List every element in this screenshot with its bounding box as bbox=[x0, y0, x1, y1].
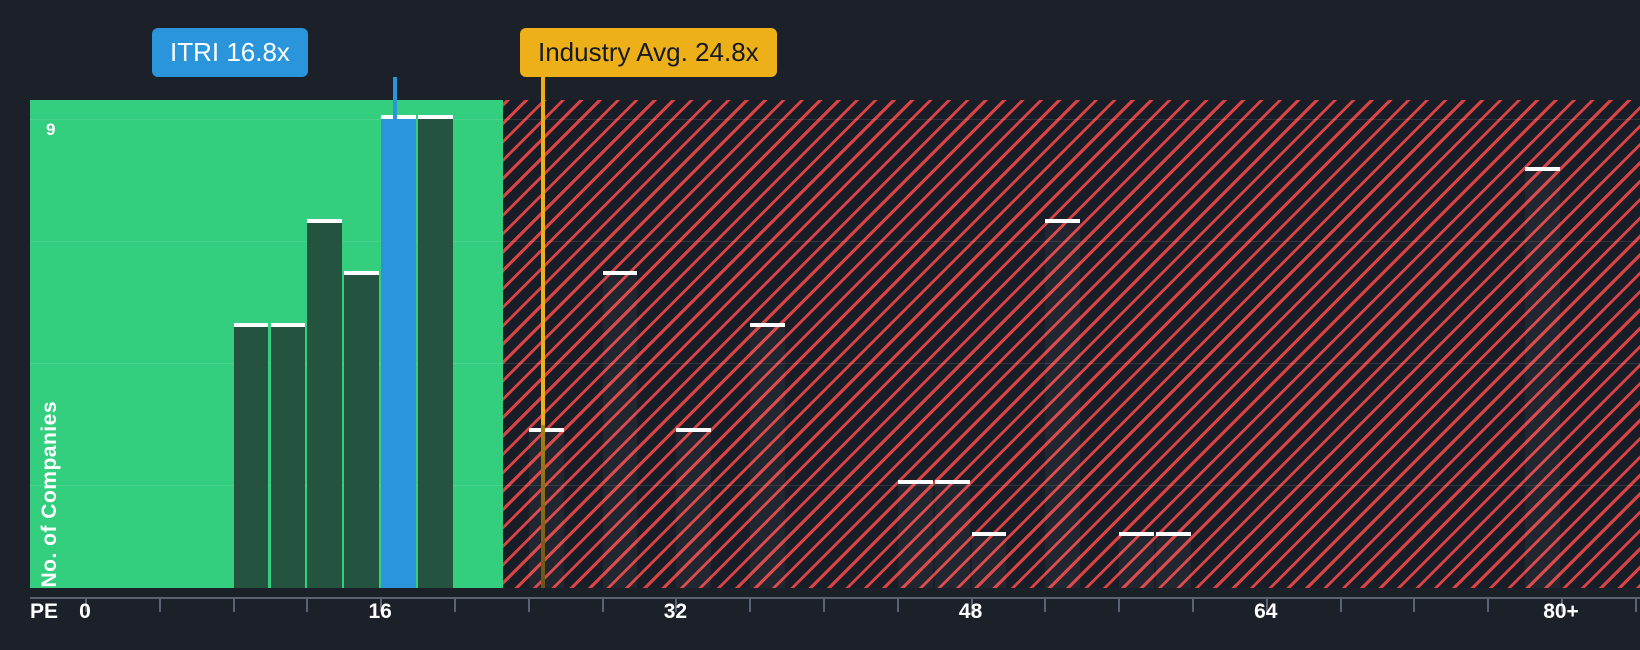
bar-cap bbox=[233, 323, 269, 328]
histogram-bar[interactable] bbox=[344, 271, 380, 588]
histogram-bar[interactable] bbox=[1119, 531, 1155, 588]
bar-cap bbox=[1119, 531, 1155, 536]
bar-cap bbox=[602, 271, 638, 276]
bar-cap bbox=[270, 323, 306, 328]
x-axis-tick-label: 16 bbox=[368, 600, 392, 623]
histogram-bar[interactable] bbox=[750, 323, 786, 588]
x-axis-tick bbox=[1339, 599, 1342, 612]
x-axis-tick-label: 64 bbox=[1254, 600, 1278, 623]
histogram-bar[interactable] bbox=[1525, 167, 1560, 588]
industry-avg-callout[interactable]: Industry Avg. 24.8x bbox=[520, 28, 777, 77]
x-axis-tick bbox=[454, 599, 456, 612]
bar-cap bbox=[676, 427, 712, 432]
bar-cap bbox=[1525, 167, 1560, 172]
x-axis-tick bbox=[85, 599, 87, 612]
x-axis-tick bbox=[1192, 599, 1194, 612]
x-axis-tick bbox=[380, 599, 383, 612]
bar-cap bbox=[1156, 531, 1191, 536]
x-axis-tick-label: 48 bbox=[958, 600, 983, 623]
bar-cap bbox=[750, 323, 786, 328]
x-axis-tick-label: 0 bbox=[79, 600, 91, 623]
bar-cap bbox=[897, 479, 933, 484]
x-axis-tick bbox=[601, 599, 604, 612]
x-axis-tick bbox=[749, 599, 752, 612]
x-axis-tick-label: 80+ bbox=[1543, 600, 1579, 623]
bar-cap bbox=[344, 271, 380, 276]
x-axis-tick bbox=[527, 599, 530, 612]
y-axis-max-label: 9 bbox=[46, 120, 56, 139]
bar-cap bbox=[971, 531, 1007, 536]
gridline bbox=[30, 119, 1640, 120]
histogram-bar[interactable] bbox=[528, 427, 564, 588]
x-axis-tick bbox=[1265, 599, 1268, 612]
x-axis-tick bbox=[1118, 599, 1121, 612]
x-axis-unit-label: PE bbox=[30, 600, 59, 623]
industry-avg-stem-lower bbox=[540, 425, 545, 588]
x-axis-tick bbox=[1561, 599, 1563, 612]
x-axis-tick bbox=[896, 599, 899, 612]
histogram-bar[interactable] bbox=[418, 115, 453, 588]
x-axis-tick-label: 32 bbox=[663, 600, 688, 623]
histogram-bar[interactable] bbox=[971, 531, 1007, 588]
x-axis-line bbox=[30, 597, 1640, 599]
histogram-bar[interactable] bbox=[233, 323, 269, 588]
x-axis-tick bbox=[970, 599, 973, 612]
bar-cap bbox=[934, 479, 970, 484]
bar-cap bbox=[307, 219, 343, 224]
x-axis-tick bbox=[306, 599, 309, 612]
x-axis-tick bbox=[675, 599, 678, 612]
histogram-bar[interactable] bbox=[1045, 219, 1081, 588]
histogram-bar[interactable] bbox=[1156, 531, 1191, 588]
histogram-bar[interactable] bbox=[934, 479, 970, 588]
x-axis-tick bbox=[232, 599, 235, 612]
bar-cap bbox=[528, 427, 564, 432]
itri-marker-stem bbox=[392, 77, 397, 122]
gridline bbox=[30, 241, 1640, 242]
histogram-bar[interactable] bbox=[270, 323, 306, 588]
x-axis-tick bbox=[1413, 599, 1416, 612]
x-axis-tick bbox=[158, 599, 161, 612]
industry-avg-stem bbox=[540, 77, 545, 588]
bar-cap bbox=[1045, 219, 1081, 224]
gridline bbox=[30, 485, 1640, 486]
bar-cap bbox=[418, 115, 453, 119]
overvalued-zone bbox=[503, 100, 1640, 588]
overvalued-hatch-pattern bbox=[503, 100, 1640, 588]
x-axis-tick bbox=[1634, 599, 1637, 612]
gridline bbox=[30, 363, 1640, 364]
x-axis-tick bbox=[823, 599, 825, 612]
histogram-bar[interactable] bbox=[307, 219, 343, 588]
itri-callout-label: ITRI 16.8x bbox=[170, 37, 290, 67]
histogram-bar[interactable] bbox=[381, 115, 417, 588]
y-axis-title: No. of Companies bbox=[38, 401, 61, 588]
bar-cap bbox=[381, 115, 417, 119]
itri-callout[interactable]: ITRI 16.8x bbox=[152, 28, 308, 77]
histogram-bar[interactable] bbox=[676, 427, 712, 588]
industry-avg-callout-label: Industry Avg. 24.8x bbox=[538, 37, 759, 67]
x-axis-tick bbox=[1044, 599, 1047, 612]
histogram-bar[interactable] bbox=[897, 479, 933, 588]
x-axis-tick bbox=[1487, 599, 1490, 612]
histogram-bar[interactable] bbox=[602, 271, 638, 588]
